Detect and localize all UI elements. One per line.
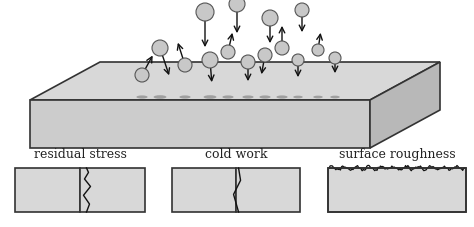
- Polygon shape: [30, 62, 440, 100]
- Circle shape: [202, 52, 218, 68]
- Text: residual stress: residual stress: [34, 148, 127, 161]
- Polygon shape: [80, 168, 145, 212]
- Ellipse shape: [242, 95, 254, 99]
- Ellipse shape: [204, 95, 217, 99]
- Ellipse shape: [137, 95, 147, 99]
- Polygon shape: [30, 100, 370, 148]
- Circle shape: [178, 58, 192, 72]
- Circle shape: [312, 44, 324, 56]
- Polygon shape: [328, 168, 466, 212]
- Ellipse shape: [259, 95, 271, 99]
- Circle shape: [135, 68, 149, 82]
- Ellipse shape: [222, 95, 234, 99]
- Polygon shape: [172, 168, 236, 212]
- Circle shape: [292, 54, 304, 66]
- Circle shape: [152, 40, 168, 56]
- Circle shape: [221, 45, 235, 59]
- Text: surface roughness: surface roughness: [339, 148, 456, 161]
- Circle shape: [196, 3, 214, 21]
- Circle shape: [229, 0, 245, 12]
- Circle shape: [275, 41, 289, 55]
- Circle shape: [241, 55, 255, 69]
- Ellipse shape: [179, 95, 191, 99]
- Ellipse shape: [154, 95, 166, 99]
- Circle shape: [329, 52, 341, 64]
- Polygon shape: [236, 168, 300, 212]
- Ellipse shape: [276, 95, 288, 99]
- Ellipse shape: [313, 96, 323, 98]
- Polygon shape: [15, 168, 80, 212]
- Text: cold work: cold work: [205, 148, 267, 161]
- Ellipse shape: [330, 96, 340, 98]
- Circle shape: [258, 48, 272, 62]
- Circle shape: [295, 3, 309, 17]
- Polygon shape: [370, 62, 440, 148]
- Circle shape: [262, 10, 278, 26]
- Ellipse shape: [293, 96, 303, 98]
